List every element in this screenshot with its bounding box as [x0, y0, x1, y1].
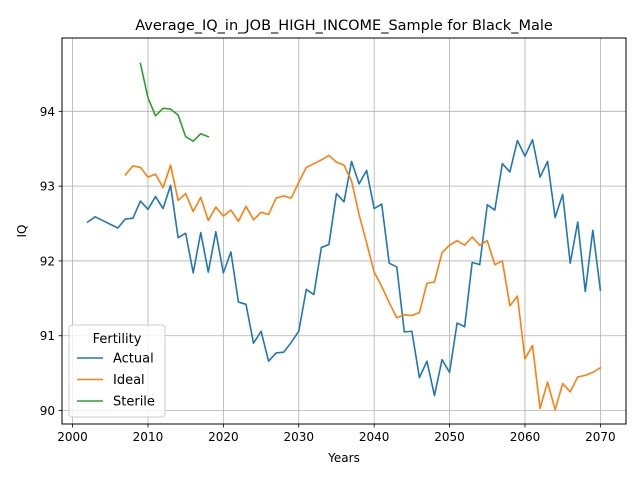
series-lines — [86, 62, 602, 411]
series-line-ideal — [124, 154, 602, 411]
series-line-actual — [86, 138, 602, 397]
legend-title: Fertility — [93, 332, 142, 347]
x-axis-label: Years — [327, 451, 360, 465]
chart-title: Average_IQ_in_JOB_HIGH_INCOME_Sample for… — [135, 18, 553, 34]
legend: Fertility Actual Ideal Sterile — [68, 324, 166, 418]
plot-frame — [61, 37, 627, 425]
x-tick-label: 2000 — [57, 430, 88, 444]
axis-ticks: 2000 2010 2020 2030 2040 2050 2060 2070 90 91 92 93… — [40, 105, 616, 444]
y-tick-label: 90 — [40, 404, 55, 418]
legend-label-actual: Actual — [113, 352, 154, 367]
y-tick-label: 94 — [40, 105, 55, 119]
legend-label-sterile: Sterile — [113, 395, 155, 410]
y-tick-label: 93 — [40, 180, 55, 194]
x-tick-label: 2060 — [510, 430, 541, 444]
y-tick-label: 92 — [40, 254, 55, 268]
x-tick-label: 2070 — [585, 430, 616, 444]
x-tick-label: 2040 — [359, 430, 390, 444]
legend-label-ideal: Ideal — [113, 373, 145, 388]
x-tick-label: 2020 — [208, 430, 239, 444]
legend-box — [68, 324, 166, 418]
x-tick-label: 2050 — [434, 430, 465, 444]
y-axis-label: IQ — [15, 225, 29, 238]
y-tick-label: 91 — [40, 329, 55, 343]
series-line-sterile — [139, 62, 210, 143]
x-tick-label: 2030 — [283, 430, 314, 444]
x-tick-label: 2010 — [133, 430, 164, 444]
legend-entries: Actual Ideal Sterile — [77, 352, 155, 410]
